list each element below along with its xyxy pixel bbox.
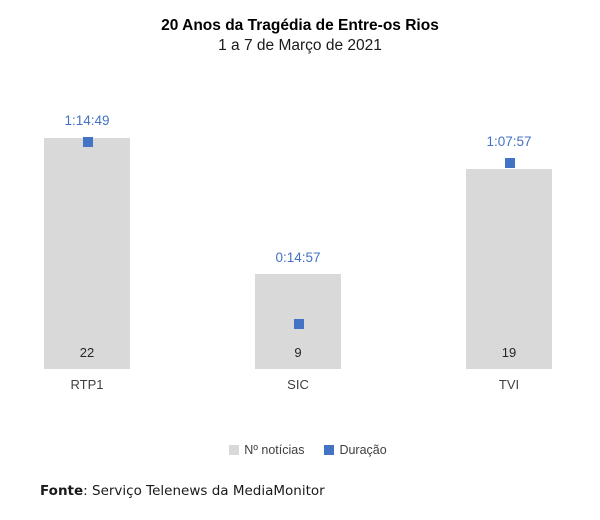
news-series-swatch-icon [229, 445, 240, 455]
source-text: : Serviço Telenews da MediaMonitor [83, 483, 325, 499]
category-label-sic: SIC [287, 377, 309, 392]
duration-label-tvi: 1:07:57 [486, 134, 532, 149]
legend-item-noticias: Nº notícias [229, 443, 304, 457]
value-label-rtp1: 22 [79, 345, 95, 360]
category-label-tvi: TVI [498, 377, 520, 392]
duration-marker-tvi [505, 158, 515, 168]
value-label-tvi: 19 [501, 345, 517, 360]
duration-series-swatch-icon [324, 445, 335, 455]
legend-item-duracao: Duração [324, 443, 387, 457]
chart-subtitle: 1 a 7 de Março de 2021 [218, 37, 382, 54]
value-label-sic: 9 [294, 345, 302, 360]
legend: Nº notícias Duração [8, 443, 600, 457]
category-label-rtp1: RTP1 [70, 377, 104, 392]
duration-label-sic: 0:14:57 [275, 250, 321, 265]
duration-label-rtp1: 1:14:49 [64, 113, 110, 128]
source-label: Fonte [40, 483, 84, 499]
legend-label-duracao: Duração [339, 443, 387, 457]
duration-marker-sic [294, 319, 304, 329]
source-note: Fonte: Serviço Telenews da MediaMonitor [40, 483, 325, 499]
bar-rtp1 [44, 138, 130, 369]
chart-title: 20 Anos da Tragédia de Entre-os Rios [161, 17, 439, 34]
legend-label-noticias: Nº notícias [244, 443, 305, 457]
bar-tvi [466, 169, 552, 369]
duration-marker-rtp1 [83, 137, 93, 147]
